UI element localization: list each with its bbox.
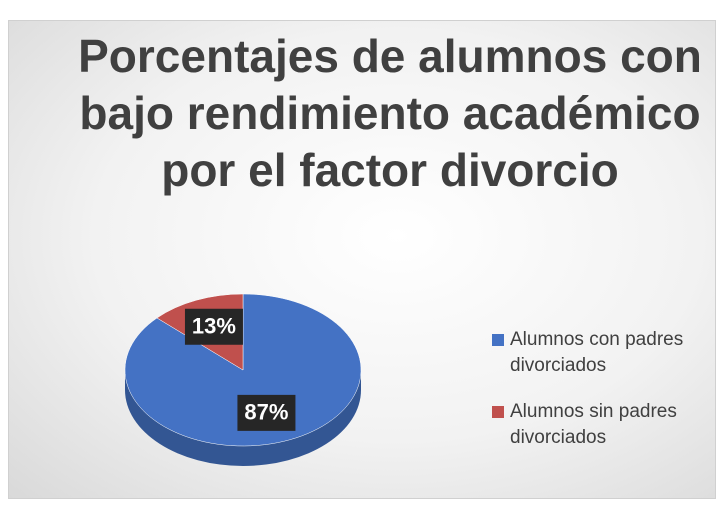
legend-line: Alumnos con padres — [510, 329, 683, 350]
legend-line: divorciados — [510, 427, 606, 448]
legend-swatch — [492, 406, 504, 418]
data-label-box — [184, 308, 243, 345]
legend-line: Alumnos sin padres — [510, 401, 677, 422]
data-label: 87% — [244, 400, 288, 425]
legend-label: Alumnos con padres divorciados — [510, 329, 683, 376]
pie-slice — [124, 293, 362, 447]
data-label-box — [237, 394, 296, 431]
legend-swatch — [492, 334, 504, 346]
legend-label: Alumnos sin padres divorciados — [510, 401, 677, 448]
chart-title: Porcentajes de alumnos con bajo rendimie… — [78, 30, 702, 196]
data-label: 13% — [192, 314, 236, 339]
legend-line: divorciados — [510, 355, 606, 376]
chart-area — [8, 20, 716, 499]
